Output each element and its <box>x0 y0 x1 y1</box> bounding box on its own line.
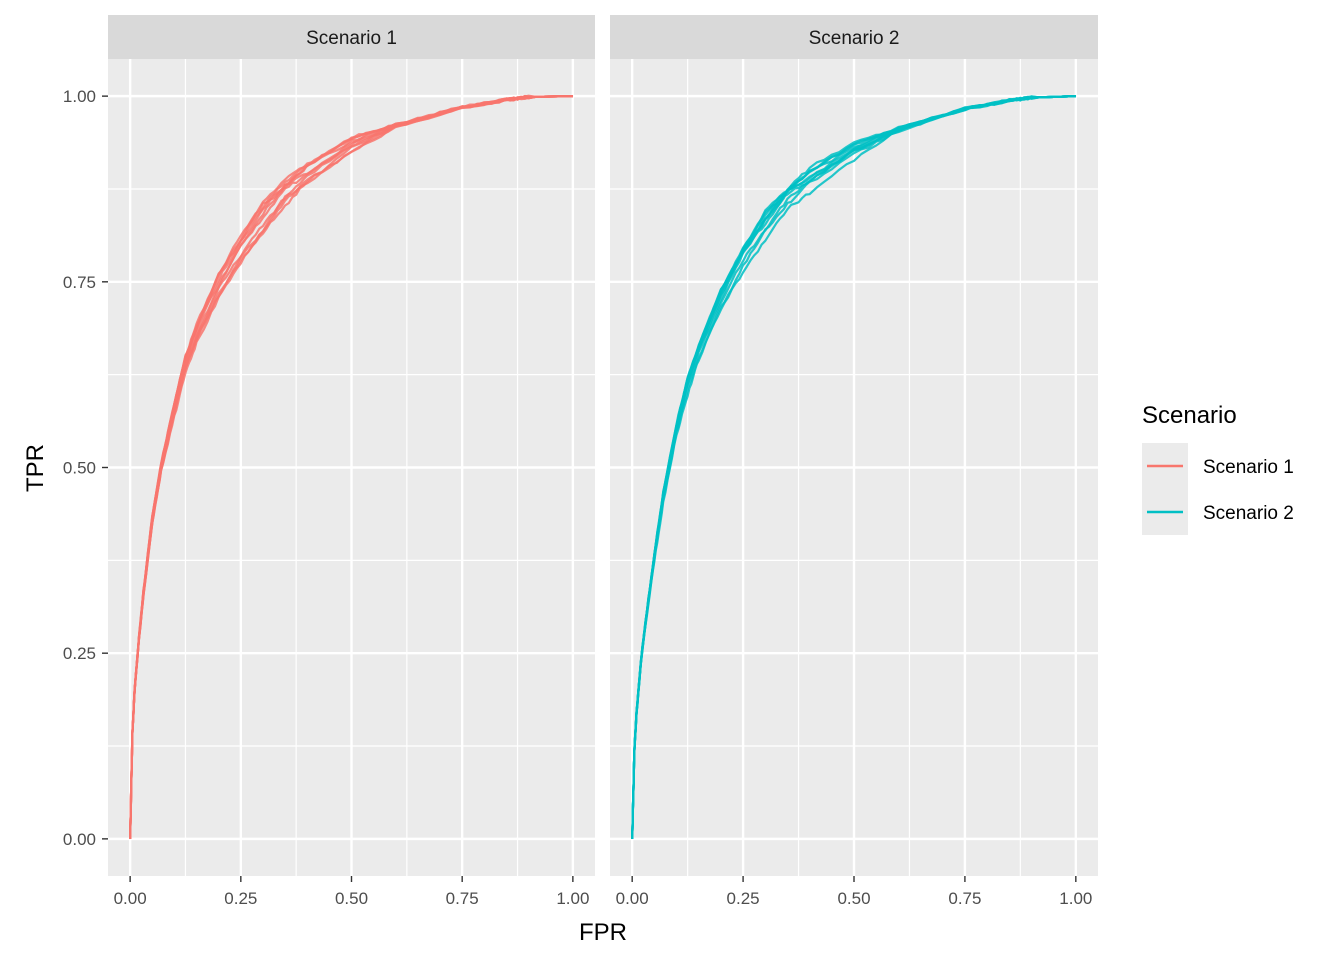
y-axis-title: TPR <box>22 444 49 492</box>
x-tick-label: 0.00 <box>616 889 649 908</box>
roc-curves-1 <box>129 94 573 839</box>
x-tick-label: 0.25 <box>727 889 760 908</box>
x-tick-label: 1.00 <box>556 889 589 908</box>
x-axis-panel-2: 0.00 0.25 0.50 0.75 1.00 <box>616 876 1092 908</box>
roc-curve <box>631 95 1076 839</box>
x-tick-label: 0.50 <box>837 889 870 908</box>
x-tick-label: 1.00 <box>1059 889 1092 908</box>
legend-label: Scenario 2 <box>1203 503 1294 524</box>
facet-strip-label: Scenario 1 <box>306 28 397 49</box>
facet-strip <box>108 15 595 59</box>
x-tick-label: 0.25 <box>224 889 257 908</box>
x-axis-title: FPR <box>579 919 627 946</box>
x-axis: 0.00 0.25 0.50 0.75 1.00 0.00 0.25 0.50 0.75 1.00 <box>114 876 1092 908</box>
legend-title: Scenario <box>1142 402 1237 429</box>
legend-entry: Scenario 2 <box>1142 489 1294 535</box>
y-tick-label: 0.00 <box>63 830 96 849</box>
y-tick-label: 1.00 <box>63 87 96 106</box>
legend-entry: Scenario 1 <box>1142 443 1294 489</box>
facet-strip-label: Scenario 2 <box>809 28 900 49</box>
y-tick-label: 0.25 <box>63 644 96 663</box>
x-tick-label: 0.50 <box>335 889 368 908</box>
x-axis-panel-1: 0.00 0.25 0.50 0.75 1.00 <box>114 876 589 908</box>
facet-strip <box>610 15 1098 59</box>
x-tick-label: 0.75 <box>948 889 981 908</box>
legend-label: Scenario 1 <box>1203 457 1294 478</box>
y-tick-label: 0.75 <box>63 273 96 292</box>
y-axis: 0.00 0.25 0.50 0.75 1.00 <box>63 87 108 849</box>
facet-panel-1: Scenario 1 <box>108 15 595 876</box>
y-tick-label: 0.50 <box>63 459 96 478</box>
facet-panel-2: Scenario 2 <box>610 15 1098 876</box>
roc-curves-2 <box>631 95 1076 839</box>
x-tick-label: 0.00 <box>114 889 147 908</box>
x-tick-label: 0.75 <box>446 889 479 908</box>
roc-curve <box>129 94 573 839</box>
legend: Scenario Scenario 1 Scenario 2 <box>1142 402 1294 535</box>
